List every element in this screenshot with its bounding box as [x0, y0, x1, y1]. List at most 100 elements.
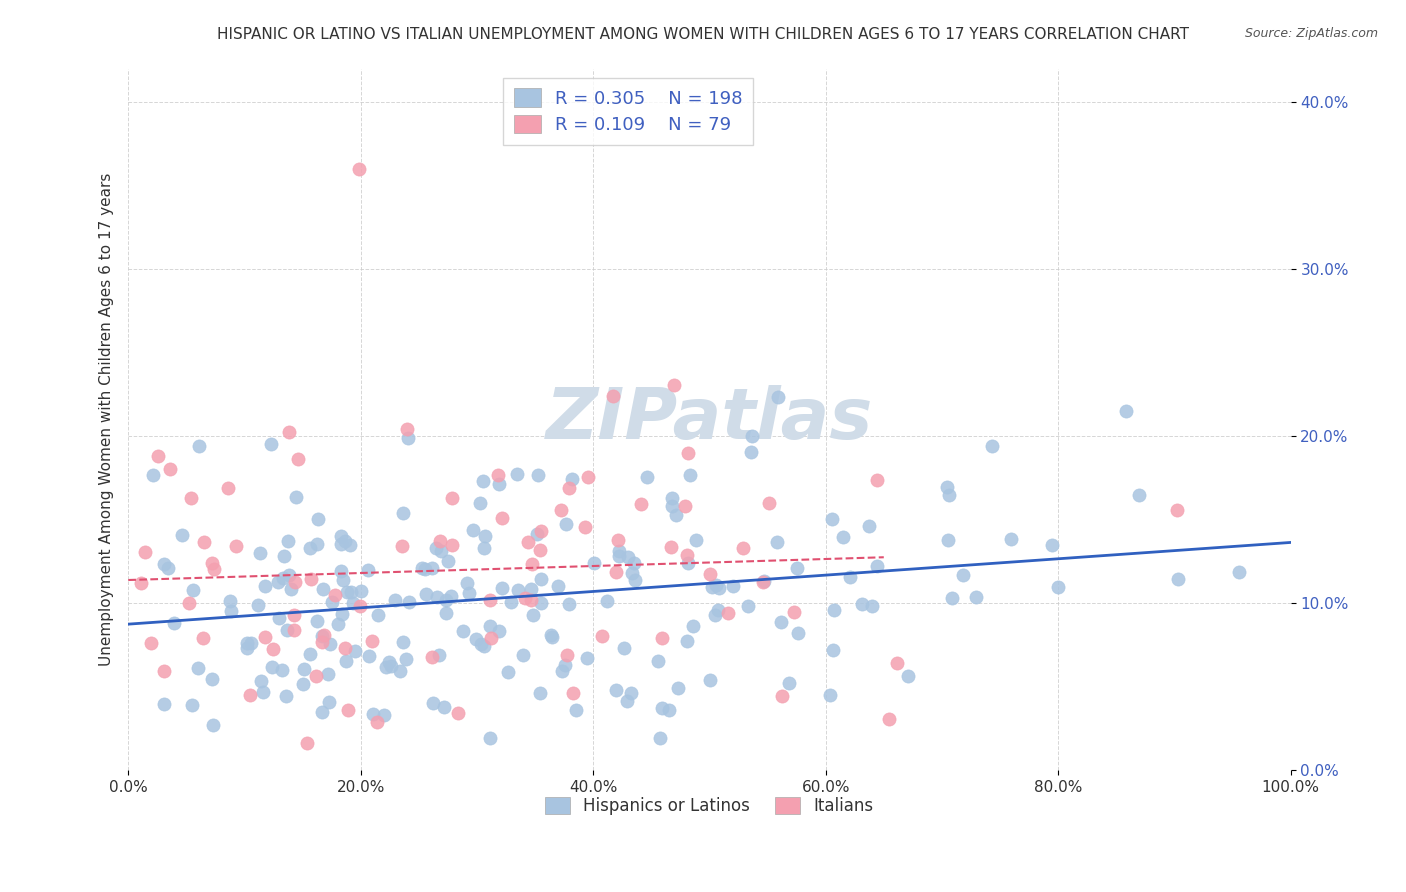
- Point: [823, 602, 845, 616]
- Point: [269, 611, 291, 625]
- Point: [398, 595, 420, 609]
- Point: [787, 625, 810, 640]
- Point: [623, 556, 645, 570]
- Point: [461, 524, 484, 538]
- Point: [858, 519, 880, 533]
- Point: [866, 473, 889, 487]
- Point: [180, 491, 202, 505]
- Point: [491, 581, 513, 595]
- Point: [936, 480, 959, 494]
- Point: [522, 607, 544, 622]
- Point: [699, 673, 721, 687]
- Point: [526, 467, 548, 482]
- Point: [440, 589, 463, 603]
- Point: [488, 476, 510, 491]
- Point: [179, 596, 201, 610]
- Point: [647, 654, 669, 668]
- Point: [319, 637, 342, 651]
- Point: [496, 665, 519, 680]
- Point: [1167, 573, 1189, 587]
- Point: [540, 630, 562, 644]
- Point: [786, 560, 808, 574]
- Point: [361, 634, 384, 648]
- Point: [433, 699, 456, 714]
- Point: [250, 673, 273, 688]
- Point: [367, 608, 389, 623]
- Point: [153, 558, 176, 572]
- Point: [661, 499, 683, 513]
- Point: [340, 585, 363, 599]
- Point: [378, 655, 401, 669]
- Point: [420, 650, 443, 665]
- Point: [839, 570, 862, 584]
- Point: [159, 462, 181, 476]
- Point: [554, 657, 576, 672]
- Point: [1128, 488, 1150, 502]
- Point: [391, 506, 413, 520]
- Point: [623, 573, 645, 587]
- Point: [620, 566, 643, 580]
- Point: [550, 664, 572, 678]
- Point: [201, 672, 224, 686]
- Point: [422, 696, 444, 710]
- Point: [576, 470, 599, 484]
- Point: [457, 586, 479, 600]
- Point: [280, 582, 302, 597]
- Text: ZIPatlas: ZIPatlas: [546, 384, 873, 454]
- Point: [661, 491, 683, 505]
- Point: [685, 533, 707, 548]
- Point: [311, 629, 333, 643]
- Point: [333, 640, 356, 655]
- Point: [253, 630, 276, 644]
- Point: [305, 614, 328, 628]
- Point: [851, 597, 873, 611]
- Point: [271, 571, 294, 585]
- Point: [758, 496, 780, 510]
- Point: [323, 588, 346, 602]
- Point: [699, 566, 721, 581]
- Point: [499, 595, 522, 609]
- Point: [700, 580, 723, 594]
- Point: [235, 640, 257, 655]
- Point: [1047, 580, 1070, 594]
- Point: [301, 572, 323, 586]
- Point: [225, 539, 247, 553]
- Point: [373, 708, 395, 723]
- Point: [239, 636, 262, 650]
- Point: [427, 648, 450, 662]
- Point: [558, 597, 581, 611]
- Point: [517, 535, 540, 549]
- Point: [676, 549, 699, 563]
- Point: [630, 497, 652, 511]
- Point: [420, 561, 443, 575]
- Point: [357, 648, 380, 663]
- Point: [530, 572, 553, 586]
- Point: [515, 591, 537, 606]
- Point: [202, 718, 225, 732]
- Point: [342, 597, 364, 611]
- Point: [451, 624, 474, 638]
- Point: [142, 467, 165, 482]
- Point: [562, 685, 585, 699]
- Point: [278, 425, 301, 439]
- Point: [821, 512, 844, 526]
- Point: [305, 668, 328, 682]
- Point: [277, 533, 299, 548]
- Point: [952, 567, 974, 582]
- Point: [678, 556, 700, 570]
- Point: [938, 488, 960, 502]
- Point: [529, 542, 551, 557]
- Point: [181, 582, 204, 597]
- Point: [329, 528, 352, 542]
- Point: [430, 544, 453, 558]
- Point: [337, 704, 360, 718]
- Point: [193, 535, 215, 549]
- Point: [335, 654, 357, 668]
- Point: [561, 472, 583, 486]
- Point: [284, 490, 307, 504]
- Point: [574, 520, 596, 534]
- Point: [332, 574, 354, 588]
- Point: [307, 512, 329, 526]
- Point: [260, 437, 283, 451]
- Point: [491, 511, 513, 525]
